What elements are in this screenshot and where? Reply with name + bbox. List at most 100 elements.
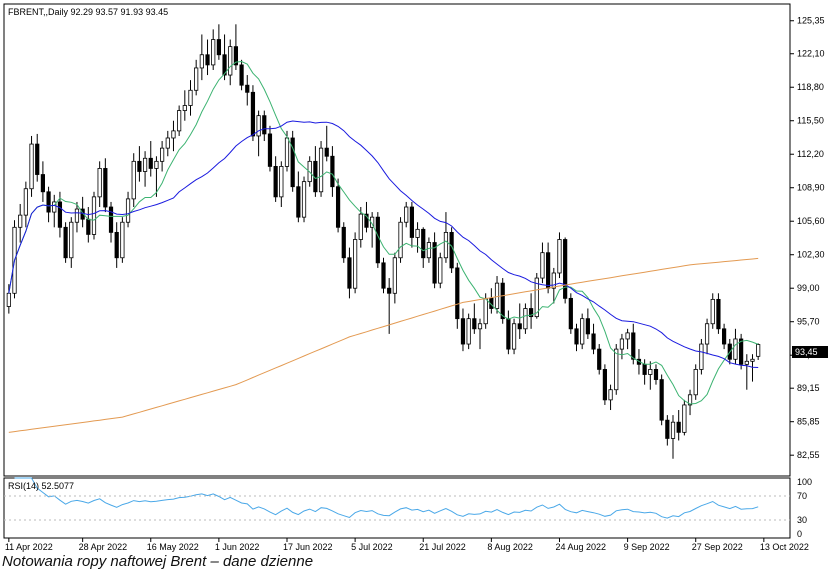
candle [670,415,676,459]
candle-body [733,338,738,360]
time-axis: 11 Apr 2022 28 Apr 2022 16 May 2022 1 Jun 2… [5,538,809,552]
candle-body [682,404,687,433]
candle-body [301,181,307,218]
candle [375,212,380,268]
candle [131,153,136,208]
candle [614,344,619,395]
time-tick-label: 1 Jun 2022 [215,542,260,552]
candle-body [585,318,590,335]
candle [23,181,28,228]
candle [142,151,148,187]
candle [69,217,74,268]
candle [148,141,153,177]
candle-body [659,379,664,421]
candle [262,110,267,142]
candle-body [392,257,397,294]
candle-body [716,298,721,330]
candle [392,252,397,304]
candle [125,191,131,228]
candle-body [228,46,233,76]
candle-body [739,338,744,365]
candle [74,201,80,233]
candle-body [46,191,51,213]
candle-body [614,348,619,391]
price-tick-label: 118,80 [797,82,824,92]
candle-body [653,369,659,380]
candle-body [455,267,460,320]
candle-body [676,421,681,433]
candle-body [250,91,256,137]
candle [330,146,335,197]
candle-body [267,133,273,167]
candle-body [438,257,443,284]
candle [290,130,295,192]
candle [528,293,534,329]
candle-body [23,188,28,216]
candle-body [574,328,579,345]
candle-body [415,228,420,238]
candle-body [148,157,153,169]
candle [335,178,341,233]
candle [511,318,517,355]
candle [52,194,57,228]
price-axis: 125,35 122,10 118,80 115,50 112,20 108,90 105,… [790,16,825,460]
candle [46,186,51,223]
candle-body [506,318,511,350]
candle [35,133,40,182]
candle [108,201,114,243]
candle-body [194,67,199,91]
candle-body [699,343,704,370]
candle [29,135,34,197]
time-tick-label: 17 Jun 2022 [283,542,333,552]
candle-body [296,186,301,218]
candle-body [182,105,187,111]
price-tick-label: 105,60 [797,216,825,226]
candle [301,176,307,223]
candle [120,217,125,263]
candle [177,105,182,136]
last-price-badge [792,346,828,358]
candle-body [670,421,676,439]
candle-body [364,213,369,228]
candle-body [114,231,119,259]
price-tick-label: 85,85 [797,417,820,427]
moving-averages-layer [8,60,759,433]
candle-body [568,297,573,330]
candle [216,24,221,60]
candle-body [517,323,522,330]
candle-body [551,272,556,289]
rsi-tick-label: 30 [797,515,807,525]
candle [250,85,256,142]
candle [188,80,193,116]
candle [398,217,403,263]
candle-body [108,206,114,233]
candle-body [347,257,352,289]
candle-body [154,160,159,169]
candle [347,247,352,299]
candle [18,203,23,243]
candle-body [35,143,40,175]
candle [750,354,755,382]
candle-body [74,208,80,223]
candle [353,232,358,294]
candle-body [602,369,607,401]
candle [608,384,613,411]
price-tick-label: 99,00 [797,283,820,293]
candle-body [421,228,426,259]
price-tick-label: 82,55 [797,450,820,460]
candle [137,146,142,182]
candle-body [704,323,710,345]
candle [699,338,704,375]
price-tick-label: 89,15 [797,383,820,393]
candle [165,130,170,157]
time-tick-label: 11 Apr 2022 [5,542,53,552]
candle-body [546,252,551,289]
candle-body [721,328,727,345]
candle-body [687,394,693,406]
candle-body [591,333,596,350]
candle-body [483,297,488,325]
last-price-label: 93,45 [795,347,818,357]
candle-body [619,338,625,350]
candle-body [381,262,386,289]
candle-body [188,89,193,106]
